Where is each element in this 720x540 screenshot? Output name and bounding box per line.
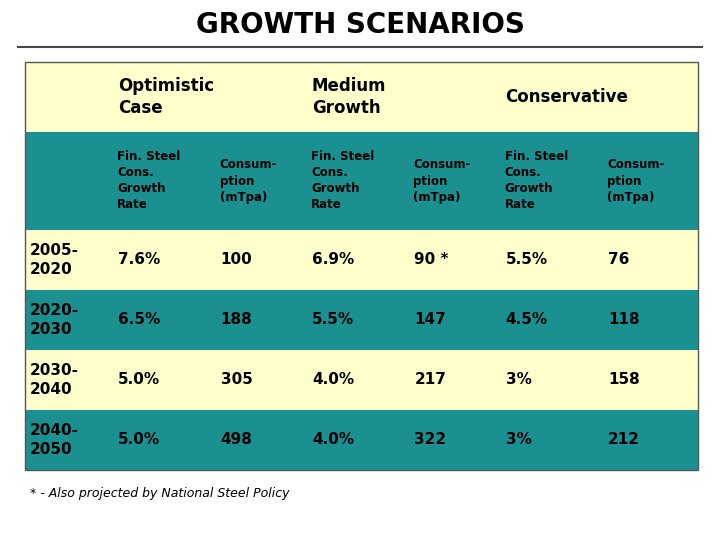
Bar xyxy=(25,410,698,470)
Text: 188: 188 xyxy=(221,313,253,327)
Text: 2030-
2040: 2030- 2040 xyxy=(30,363,79,397)
Bar xyxy=(25,230,698,290)
Text: 76: 76 xyxy=(608,253,629,267)
Text: Conservative: Conservative xyxy=(505,88,629,106)
Text: 2040-
2050: 2040- 2050 xyxy=(30,423,79,457)
Text: 4.0%: 4.0% xyxy=(312,433,354,448)
Text: 5.5%: 5.5% xyxy=(312,313,354,327)
Text: 217: 217 xyxy=(414,373,446,388)
Text: 7.6%: 7.6% xyxy=(118,253,161,267)
Text: 5.0%: 5.0% xyxy=(118,373,161,388)
Text: 305: 305 xyxy=(221,373,253,388)
Text: 322: 322 xyxy=(414,433,446,448)
Text: Optimistic
Case: Optimistic Case xyxy=(118,77,215,117)
Text: 2005-
2020: 2005- 2020 xyxy=(30,243,79,277)
Bar xyxy=(25,350,698,410)
Text: Medium
Growth: Medium Growth xyxy=(312,77,387,117)
Text: 5.0%: 5.0% xyxy=(118,433,161,448)
Text: 3%: 3% xyxy=(505,433,531,448)
Text: 2020-
2030: 2020- 2030 xyxy=(30,303,79,337)
Text: 4.0%: 4.0% xyxy=(312,373,354,388)
Text: 100: 100 xyxy=(221,253,253,267)
Bar xyxy=(25,62,698,470)
Text: 90 *: 90 * xyxy=(414,253,449,267)
Text: 4.5%: 4.5% xyxy=(505,313,548,327)
Text: 6.5%: 6.5% xyxy=(118,313,161,327)
Text: Fin. Steel
Cons.
Growth
Rate: Fin. Steel Cons. Growth Rate xyxy=(117,151,181,212)
Bar xyxy=(25,132,698,230)
Text: 212: 212 xyxy=(608,433,640,448)
Text: 3%: 3% xyxy=(505,373,531,388)
Text: 6.9%: 6.9% xyxy=(312,253,354,267)
Text: Consum-
ption
(mTpa): Consum- ption (mTpa) xyxy=(607,159,665,204)
Text: Consum-
ption
(mTpa): Consum- ption (mTpa) xyxy=(413,159,471,204)
Text: 118: 118 xyxy=(608,313,639,327)
Text: 498: 498 xyxy=(221,433,253,448)
Bar xyxy=(25,290,698,350)
Text: GROWTH SCENARIOS: GROWTH SCENARIOS xyxy=(196,11,524,39)
Text: Consum-
ption
(mTpa): Consum- ption (mTpa) xyxy=(220,159,277,204)
Text: Fin. Steel
Cons.
Growth
Rate: Fin. Steel Cons. Growth Rate xyxy=(505,151,568,212)
Text: 147: 147 xyxy=(414,313,446,327)
Text: 158: 158 xyxy=(608,373,640,388)
Bar xyxy=(25,62,698,132)
Text: Fin. Steel
Cons.
Growth
Rate: Fin. Steel Cons. Growth Rate xyxy=(311,151,374,212)
Text: 5.5%: 5.5% xyxy=(505,253,548,267)
Text: * - Also projected by National Steel Policy: * - Also projected by National Steel Pol… xyxy=(30,488,289,501)
